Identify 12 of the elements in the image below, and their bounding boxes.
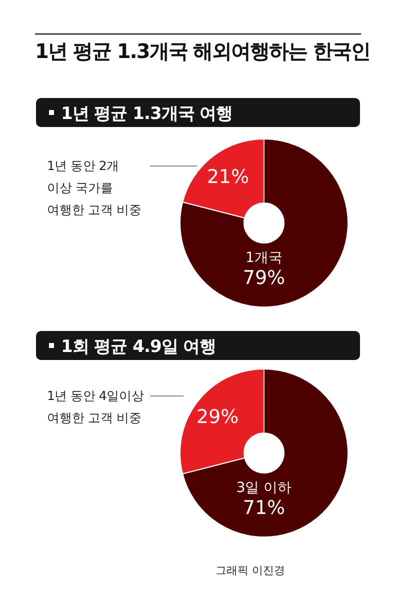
slice-label: 3일 이하 [235,479,293,498]
data-label: 79% [242,267,286,290]
chart-subtitle: 1년 평균 1.3개국 여행 [61,103,233,125]
slice-label: 1년 동안 2개 이상 국가를 여행한 고객 비중 [47,157,142,219]
slice-label: 1년 동안 4일이상 여행한 고객 비중 [47,387,145,427]
data-label: 21% [206,166,250,188]
chart-title: 1회 평균 4.9일 여행 [61,336,216,358]
slice-label: 1개국 [244,249,284,268]
chart-title: 1년 평균 1.3개국 해외여행하는 한국인 [35,38,370,65]
data-label: 29% [195,406,240,428]
text: 그래픽 이진경 [214,563,285,578]
data-label: 71% [242,497,286,520]
